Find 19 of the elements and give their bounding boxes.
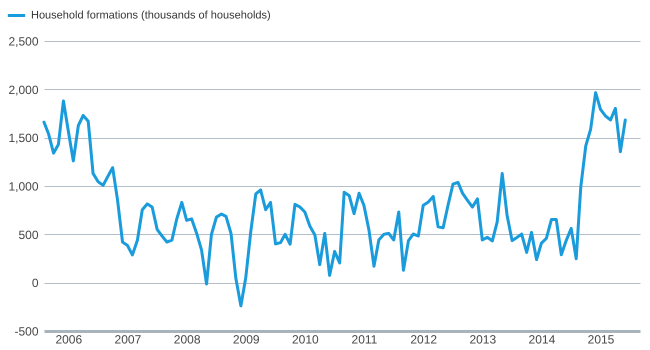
x-tick-label: 2010 [292,332,320,346]
x-tick-label: 2012 [410,332,438,346]
y-tick-label: 2,500 [8,34,39,48]
line-series [42,91,627,308]
y-tick-label: -500 [14,324,39,338]
x-tick-label: 2009 [232,332,260,346]
x-tick-label: 2014 [528,332,556,346]
y-tick-label: 500 [18,228,39,242]
x-tick-label: 2013 [469,332,496,346]
x-tick-label: 2007 [114,332,142,346]
y-tick-label: 1,000 [8,180,39,194]
x-tick-label: 2015 [588,332,615,346]
legend-label: Household formations (thousands of households) [31,10,271,22]
y-tick-label: 0 [32,276,39,290]
x-tick-label: 2006 [55,332,82,346]
x-tick-label: 2011 [352,332,378,346]
y-tick-label: 2,000 [8,82,39,97]
x-tick-label: 2008 [174,332,201,346]
y-tick-label: 1,500 [8,131,39,146]
